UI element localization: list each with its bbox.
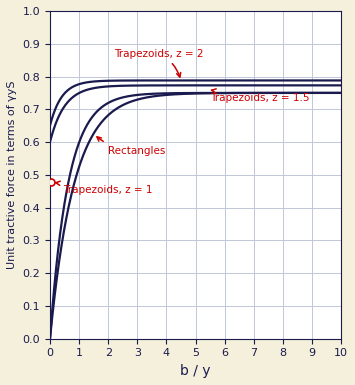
Text: Rectangles: Rectangles xyxy=(97,137,165,156)
Y-axis label: Unit tractive force in terms of γyS: Unit tractive force in terms of γyS xyxy=(7,80,17,269)
Text: Trapezoids, z = 1: Trapezoids, z = 1 xyxy=(56,181,153,195)
X-axis label: b / y: b / y xyxy=(180,364,211,378)
Text: Trapezoids, z = 1.5: Trapezoids, z = 1.5 xyxy=(210,89,310,103)
Text: Trapezoids, z = 2: Trapezoids, z = 2 xyxy=(114,49,203,77)
